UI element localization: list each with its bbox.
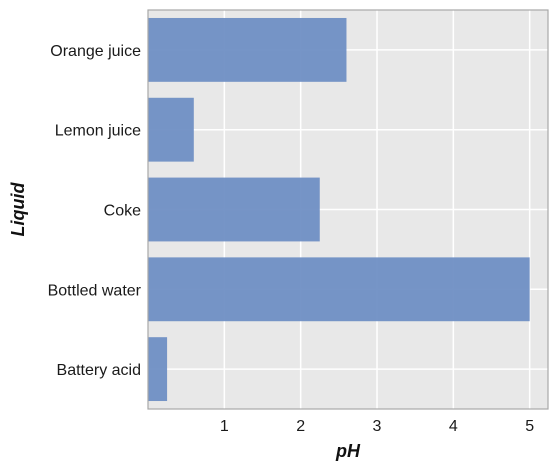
x-tick-label: 5 (525, 418, 534, 435)
x-axis-title: pH (335, 441, 361, 461)
y-tick-label: Bottled water (48, 282, 142, 299)
y-tick-labels: Orange juice Lemon juice Coke Bottled water… (48, 43, 142, 379)
bar (148, 17, 347, 82)
bars (148, 17, 530, 402)
y-axis-title: Liquid (8, 182, 28, 237)
y-tick-label: Battery acid (57, 362, 141, 379)
plot-frame (147, 9, 549, 410)
y-tick-label: Lemon juice (55, 123, 141, 140)
y-tick-label: Coke (104, 203, 141, 220)
x-tick-label: 3 (373, 418, 382, 435)
x-tick-label: 1 (220, 418, 229, 435)
bar (148, 177, 320, 242)
bar (148, 337, 168, 402)
x-tick-label: 4 (449, 418, 458, 435)
x-tick-labels: 1 2 3 4 5 (220, 418, 534, 435)
y-tick-label: Orange juice (50, 43, 141, 60)
x-tick-label: 2 (296, 418, 305, 435)
bar (148, 257, 530, 322)
bar (148, 97, 194, 162)
